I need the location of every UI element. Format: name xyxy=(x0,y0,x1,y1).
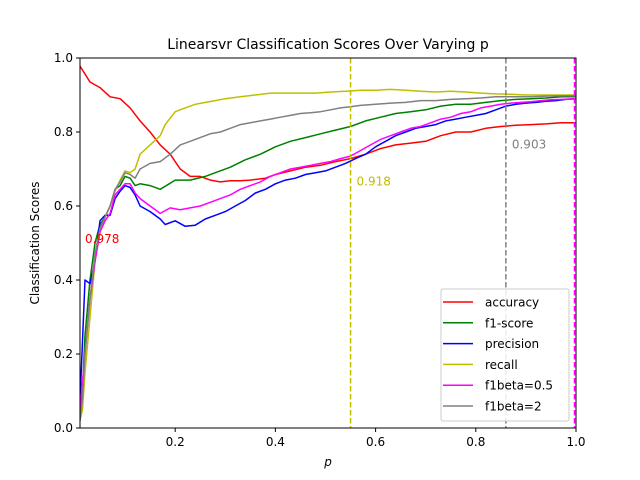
legend-label: f1beta=2 xyxy=(485,400,542,414)
legend-label: precision xyxy=(485,337,539,351)
x-axis-label: p xyxy=(323,455,332,469)
y-tick-label: 0.4 xyxy=(54,273,73,287)
chart-title: Linearsvr Classification Scores Over Var… xyxy=(167,37,489,53)
series-line-accuracy xyxy=(80,65,576,183)
x-tick-label: 0.6 xyxy=(366,435,385,449)
x-tick-label: 0.8 xyxy=(466,435,485,449)
legend-box xyxy=(440,288,570,422)
series-line-f1beta-2 xyxy=(80,94,576,421)
legend-label: f1-score xyxy=(485,316,533,330)
recall-max-label: 0.918 xyxy=(357,175,391,189)
y-axis: 0.0 0.2 0.4 0.6 0.8 1.0 xyxy=(54,51,80,435)
x-axis: 0.2 0.4 0.6 0.8 1.0 xyxy=(166,428,586,449)
legend: accuracy f1-score precision recall f1beta=0.… xyxy=(440,288,570,422)
x-tick-label: 0.2 xyxy=(166,435,185,449)
legend-label: f1beta=0.5 xyxy=(485,379,553,393)
legend-label: accuracy xyxy=(485,296,539,310)
plot-frame xyxy=(79,57,577,429)
x-tick-label: 0.4 xyxy=(266,435,285,449)
x-tick-label: 1.0 xyxy=(566,435,585,449)
series-line-f1beta-0-5 xyxy=(80,97,576,410)
y-axis-label: Classification Scores xyxy=(28,181,42,304)
y-tick-label: 0.2 xyxy=(54,347,73,361)
series-line-precision xyxy=(80,97,576,403)
y-tick-label: 0.0 xyxy=(54,421,73,435)
series-layer xyxy=(80,65,576,421)
y-tick-label: 1.0 xyxy=(54,51,73,65)
legend-label: recall xyxy=(485,358,518,372)
annotation-layer: 0.978 0.918 0.903 xyxy=(85,138,546,246)
accuracy-max-label: 0.978 xyxy=(85,232,119,246)
y-tick-label: 0.6 xyxy=(54,199,73,213)
y-tick-label: 0.8 xyxy=(54,125,73,139)
f1beta2-max-label: 0.903 xyxy=(512,138,546,152)
